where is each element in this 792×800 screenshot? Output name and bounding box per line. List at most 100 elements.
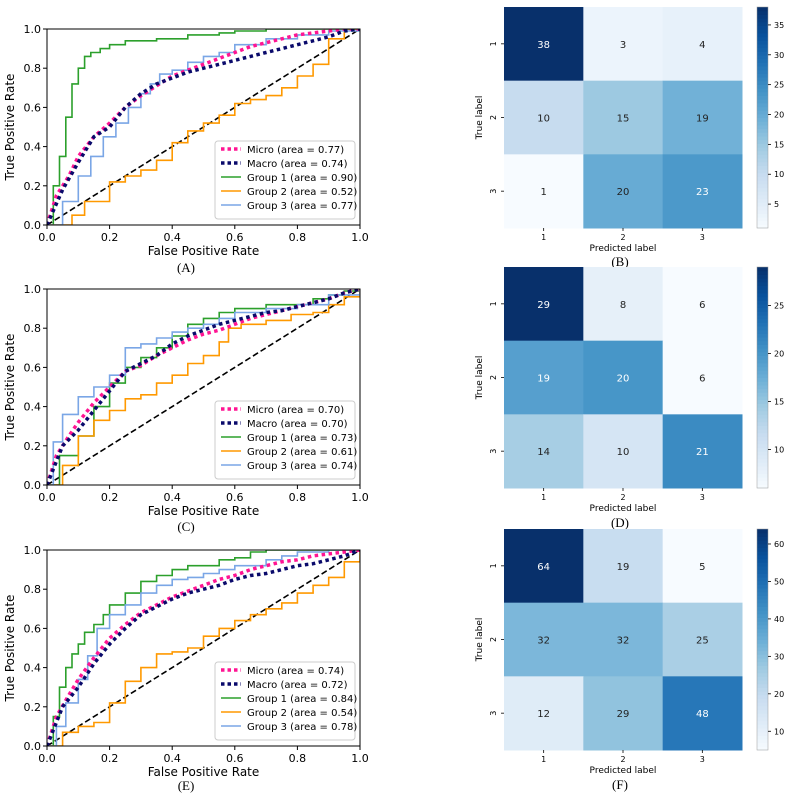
y-tick-label: 1.0 [24, 544, 42, 557]
colorbar-segment [757, 691, 768, 696]
legend: Micro (area = 0.74) Macro (area = 0.72) Gr… [214, 661, 357, 741]
x-axis-label: Predicted label [590, 504, 657, 514]
y-tick-label: 3 [489, 711, 498, 716]
colorbar-segment [757, 731, 768, 736]
y-tick-label: 3 [489, 189, 498, 194]
series-line-4 [47, 550, 360, 746]
colorbar-segment [757, 654, 768, 659]
colorbar-segment [757, 421, 768, 426]
colorbar-segment [757, 95, 768, 100]
colorbar-frame [756, 528, 769, 751]
colorbar-segment [757, 676, 768, 681]
y-tick-label: 0.4 [24, 662, 42, 675]
heatmap-cell [583, 340, 664, 415]
colorbar-segment [757, 565, 768, 571]
colorbar-segment [757, 183, 768, 189]
x-axis-label: Predicted label [590, 244, 657, 254]
y-axis-label: True Positive Rate [3, 334, 17, 442]
colorbar-segment [757, 458, 768, 463]
colorbar-segment [757, 462, 768, 467]
colorbar-segment [757, 650, 768, 655]
colorbar-tick-label: 25 [774, 301, 784, 310]
x-tick-label: 0.0 [38, 491, 56, 504]
colorbar-segment [757, 657, 768, 663]
colorbar-segment [757, 99, 768, 104]
colorbar-segment [757, 88, 768, 93]
legend-label: Group 3 (area = 0.77) [247, 201, 357, 212]
colorbar-segment [757, 694, 768, 700]
colorbar-segment [757, 558, 768, 563]
y-tick-label: 0.2 [24, 440, 42, 453]
heatmap-cell [662, 414, 743, 489]
colorbar-segment [757, 621, 768, 626]
x-tick-label: 3 [700, 755, 705, 764]
colorbar-tick-label: 15 [774, 140, 784, 149]
axes-frame [46, 549, 361, 747]
panel-caption: (A) [177, 260, 195, 275]
colorbar-segment [757, 584, 768, 589]
colorbar-segment [757, 7, 768, 12]
colorbar-segment [757, 698, 768, 703]
colorbar: 10 20 30 40 50 60 [756, 528, 784, 751]
y-axis-label: True label [475, 96, 485, 141]
legend-box [214, 661, 356, 741]
y-tick-label: 0.8 [24, 583, 42, 596]
colorbar-segment [757, 348, 768, 353]
x-tick-label: 2 [620, 233, 625, 242]
colorbar-segment [757, 314, 768, 320]
plot-area [47, 289, 360, 485]
legend-label: Group 1 (area = 0.90) [247, 173, 357, 184]
colorbar-segment [757, 165, 768, 170]
colorbar-segment [757, 285, 768, 290]
colorbar-segment [757, 395, 768, 401]
heatmap-cell [583, 676, 664, 751]
colorbar-segment [757, 410, 768, 415]
colorbar-segment [757, 406, 768, 412]
colorbar-segment [757, 76, 768, 82]
legend-label: Macro (area = 0.72) [247, 680, 348, 691]
y-tick-label: 0.4 [24, 141, 42, 154]
x-tick-label: 0.0 [38, 752, 56, 765]
colorbar-segment [757, 281, 768, 287]
legend-box [214, 400, 356, 480]
colorbar-tick-label: 5 [774, 200, 779, 209]
colorbar-segment [757, 10, 768, 15]
colorbar-segment [757, 216, 768, 222]
colorbar-segment [757, 29, 768, 34]
panel-caption: (B) [611, 254, 628, 269]
colorbar-segment [757, 124, 768, 130]
colorbar-segment [757, 451, 768, 456]
colorbar-segment [757, 547, 768, 552]
cell-value: 21 [696, 447, 709, 458]
x-axis-label: Predicted label [590, 766, 657, 776]
colorbar-tick-label: 40 [774, 615, 784, 624]
colorbar-segment [757, 484, 768, 489]
cell-value: 19 [617, 562, 630, 573]
series-line-0 [47, 550, 360, 746]
legend-label: Group 1 (area = 0.84) [247, 694, 357, 705]
legend-label: Group 3 (area = 0.74) [247, 461, 357, 472]
y-tick-label: 1.0 [24, 283, 42, 296]
heatmap-cell [504, 602, 584, 677]
roc-chart-e: 0.0 0.2 0.4 0.6 0.8 1.0 0.0 0.2 0.4 0.6 0.8 1.0 Fals… [3, 544, 369, 793]
cell-value: 15 [617, 114, 630, 125]
colorbar-segment [757, 573, 768, 578]
series-line-4 [47, 29, 360, 225]
colorbar-segment [757, 43, 768, 49]
colorbar-segment [757, 359, 768, 364]
colorbar-segment [757, 62, 768, 67]
colorbar-segment [757, 727, 768, 733]
colorbar-segment [757, 598, 768, 604]
colorbar-segment [757, 14, 768, 19]
series-line-3 [47, 289, 360, 485]
x-tick-label: 0.2 [101, 491, 119, 504]
colorbar-segment [757, 333, 768, 338]
colorbar-tick-label: 30 [774, 652, 784, 661]
x-tick-label: 0.2 [101, 231, 119, 244]
colorbar-segment [757, 154, 768, 159]
colorbar-segment [757, 296, 768, 301]
colorbar-segment [757, 661, 768, 666]
heatmap-cell [662, 602, 743, 677]
axes-frame [46, 288, 361, 486]
colorbar-segment [757, 274, 768, 279]
